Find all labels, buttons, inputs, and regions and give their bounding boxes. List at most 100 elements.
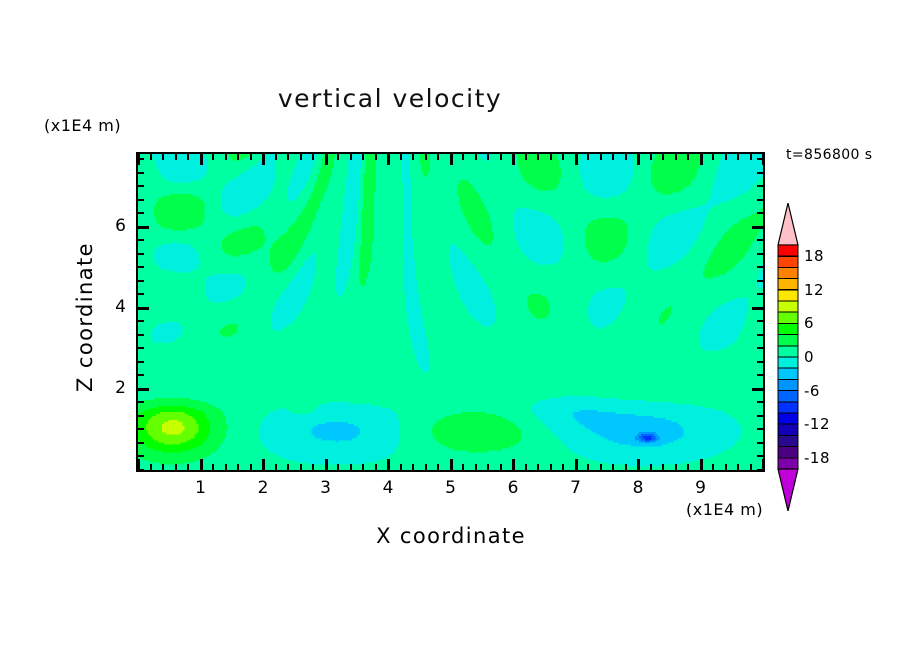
tick-mark bbox=[757, 266, 763, 269]
tick-mark bbox=[287, 154, 289, 160]
y-tick-label: 2 bbox=[115, 377, 126, 398]
tick-mark bbox=[387, 154, 390, 165]
tick-mark bbox=[449, 154, 453, 165]
tick-mark bbox=[737, 464, 739, 470]
tick-mark bbox=[487, 464, 489, 470]
tick-mark bbox=[757, 469, 763, 471]
tick-mark bbox=[138, 387, 149, 391]
tick-mark bbox=[187, 154, 189, 160]
tick-mark bbox=[274, 154, 277, 160]
tick-mark bbox=[757, 347, 763, 350]
x-tick-label: 1 bbox=[195, 478, 206, 498]
tick-mark bbox=[724, 154, 727, 160]
tick-mark bbox=[138, 320, 144, 323]
tick-mark bbox=[437, 154, 439, 160]
tick-mark bbox=[374, 464, 377, 470]
tick-mark bbox=[757, 158, 763, 161]
tick-mark bbox=[757, 428, 763, 431]
tick-mark bbox=[324, 154, 328, 165]
tick-mark bbox=[174, 154, 177, 160]
tick-mark bbox=[138, 266, 144, 269]
tick-mark bbox=[162, 154, 164, 160]
tick-mark bbox=[574, 459, 578, 470]
tick-mark bbox=[687, 464, 689, 470]
tick-mark bbox=[662, 154, 664, 160]
tick-mark bbox=[724, 464, 727, 470]
tick-mark bbox=[587, 464, 589, 470]
tick-mark bbox=[757, 374, 763, 377]
tick-mark bbox=[649, 464, 652, 470]
tick-mark bbox=[649, 154, 652, 160]
y-tick-label: 4 bbox=[115, 296, 126, 317]
tick-mark bbox=[749, 464, 752, 470]
tick-mark bbox=[637, 459, 640, 470]
tick-mark bbox=[138, 158, 144, 161]
tick-mark bbox=[138, 171, 144, 174]
tick-mark bbox=[324, 459, 328, 470]
tick-mark bbox=[587, 154, 589, 160]
tick-mark bbox=[349, 464, 352, 470]
tick-mark bbox=[599, 464, 602, 470]
tick-mark bbox=[762, 154, 765, 165]
tick-mark bbox=[138, 198, 144, 201]
colorbar[interactable]: 18 12 6 0 -6 -12 -18 bbox=[776, 202, 830, 515]
tick-mark bbox=[599, 154, 602, 160]
x-tick-label: 3 bbox=[320, 478, 331, 498]
tick-mark bbox=[287, 464, 289, 470]
tick-mark bbox=[757, 198, 763, 201]
tick-mark bbox=[762, 459, 765, 470]
tick-mark bbox=[699, 154, 703, 165]
tick-mark bbox=[138, 333, 144, 336]
tick-mark bbox=[237, 154, 239, 160]
colorbar-tick-label: 0 bbox=[804, 348, 815, 366]
x-axis-unit-label: (x1E4 m) bbox=[686, 500, 764, 519]
tick-mark bbox=[387, 459, 390, 470]
tick-mark bbox=[537, 154, 539, 160]
tick-mark bbox=[449, 459, 453, 470]
tick-mark bbox=[187, 464, 189, 470]
tick-mark bbox=[312, 464, 314, 470]
x-tick-label: 6 bbox=[507, 478, 519, 498]
tick-mark bbox=[337, 464, 339, 470]
tick-mark bbox=[674, 154, 677, 160]
tick-mark bbox=[512, 459, 515, 470]
tick-mark bbox=[612, 154, 614, 160]
tick-mark bbox=[162, 464, 164, 470]
tick-mark bbox=[138, 239, 144, 242]
tick-mark bbox=[699, 459, 703, 470]
tick-mark bbox=[474, 154, 477, 160]
tick-mark bbox=[752, 306, 763, 310]
tick-mark bbox=[138, 252, 144, 255]
tick-mark bbox=[499, 464, 502, 470]
tick-mark bbox=[174, 464, 177, 470]
tick-mark bbox=[138, 374, 144, 377]
tick-mark bbox=[224, 464, 227, 470]
tick-mark bbox=[757, 212, 763, 215]
tick-mark bbox=[437, 464, 439, 470]
tick-mark bbox=[374, 154, 377, 160]
tick-mark bbox=[462, 464, 464, 470]
tick-mark bbox=[462, 154, 464, 160]
tick-mark bbox=[537, 464, 539, 470]
y-tick-label: 6 bbox=[115, 215, 126, 236]
x-tick-label: 2 bbox=[257, 478, 269, 498]
tick-mark bbox=[224, 154, 227, 160]
colorbar-svg[interactable] bbox=[776, 202, 800, 512]
tick-mark bbox=[138, 428, 144, 431]
tick-mark bbox=[138, 279, 144, 282]
x-tick-label: 5 bbox=[445, 478, 456, 498]
tick-mark bbox=[757, 360, 763, 363]
tick-mark bbox=[299, 464, 302, 470]
tick-mark bbox=[757, 239, 763, 242]
tick-mark bbox=[262, 154, 265, 165]
tick-mark bbox=[562, 464, 564, 470]
x-tick-label: 4 bbox=[382, 478, 394, 498]
tick-mark bbox=[757, 441, 763, 444]
tick-mark bbox=[424, 154, 427, 160]
tick-mark bbox=[757, 455, 763, 458]
x-tick-label: 9 bbox=[695, 478, 706, 498]
tick-mark bbox=[712, 464, 714, 470]
colorbar-tick-label: 12 bbox=[804, 280, 825, 299]
z-axis-unit-label: (x1E4 m) bbox=[44, 116, 122, 135]
tick-mark bbox=[362, 464, 364, 470]
